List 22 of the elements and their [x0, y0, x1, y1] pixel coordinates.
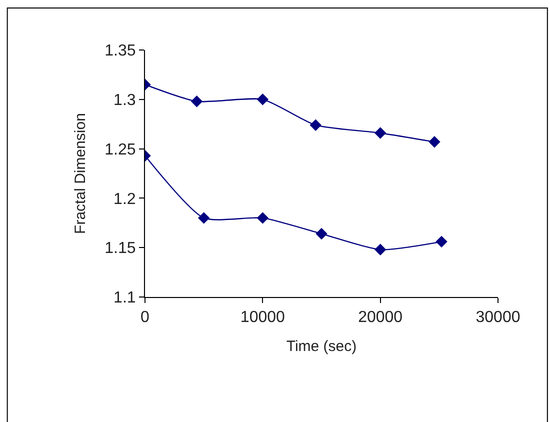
y-tick-label: 1.3 [114, 92, 136, 109]
x-tick-label: 30000 [476, 309, 520, 326]
point [256, 212, 269, 224]
y-tick-label: 1.2 [114, 190, 136, 208]
x-tick-label: 10000 [240, 309, 286, 326]
point [310, 119, 322, 131]
x-axis-title: Time (sec) [286, 338, 357, 356]
y-tick-label: 1.15 [104, 240, 136, 258]
point [374, 127, 386, 139]
y-tick-label: 1.1 [114, 290, 136, 307]
point [316, 228, 328, 240]
y-axis-title: Fractal Dimension [72, 113, 89, 234]
point [256, 94, 269, 106]
y-tick-label: 1.35 [104, 42, 136, 60]
point [374, 244, 386, 256]
point [436, 236, 448, 248]
x-tick-label: 20000 [358, 309, 403, 326]
y-tick-label: 1.25 [104, 141, 136, 158]
point [198, 212, 210, 224]
x-tick-label: 0 [140, 309, 150, 326]
point [428, 136, 440, 148]
point [190, 96, 203, 108]
